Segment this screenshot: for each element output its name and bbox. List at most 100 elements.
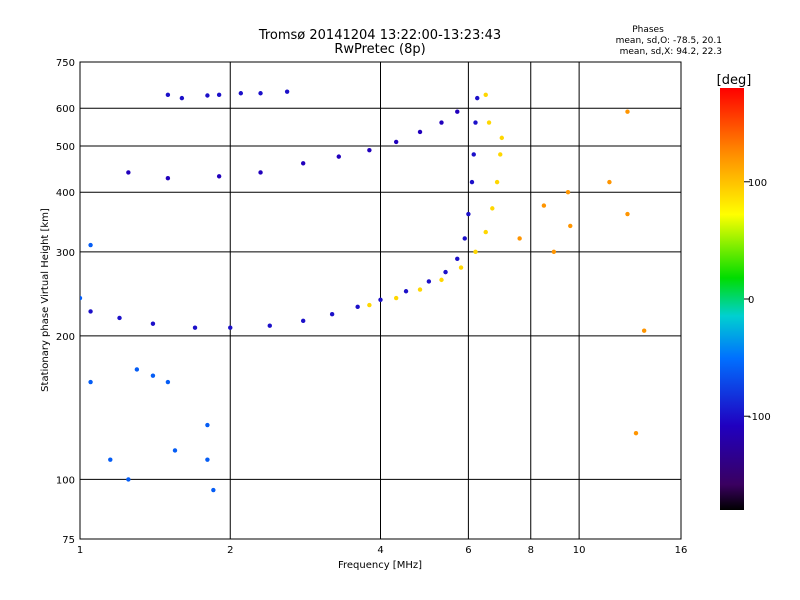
data-point bbox=[172, 448, 178, 453]
data-point bbox=[355, 304, 360, 310]
x-tick-label: 4 bbox=[377, 545, 383, 556]
data-point bbox=[165, 92, 171, 98]
data-point bbox=[439, 277, 444, 283]
data-point bbox=[417, 287, 423, 292]
colorbar bbox=[720, 88, 744, 510]
colorbar-tick-label: 100 bbox=[748, 178, 767, 189]
colorbar-tick-label: -100 bbox=[748, 412, 771, 423]
x-axis-label: Frequency [MHz] bbox=[338, 560, 422, 571]
phase-stats-x: mean, sd,X: 94.2, 22.3 bbox=[620, 47, 722, 57]
x-axis-ticks: 1 2 4 6 8 10 16 bbox=[77, 545, 688, 556]
data-point bbox=[300, 318, 306, 324]
data-point bbox=[517, 236, 522, 241]
data-point bbox=[469, 179, 475, 185]
data-point bbox=[205, 457, 210, 462]
x-tick-label: 6 bbox=[465, 545, 471, 556]
data-point bbox=[205, 93, 210, 98]
x-tick-label: 10 bbox=[573, 545, 586, 556]
data-point bbox=[258, 170, 263, 175]
data-points bbox=[80, 89, 647, 493]
data-point bbox=[336, 154, 342, 159]
y-tick-label: 100 bbox=[56, 475, 75, 486]
data-point bbox=[300, 161, 306, 166]
data-point bbox=[633, 430, 639, 436]
data-point bbox=[329, 311, 335, 317]
data-point bbox=[126, 477, 131, 482]
data-point bbox=[551, 249, 557, 255]
data-point bbox=[455, 256, 460, 262]
data-point bbox=[498, 152, 503, 157]
data-point bbox=[483, 229, 488, 235]
colorbar-tick-label: 0 bbox=[748, 295, 754, 306]
data-point bbox=[641, 328, 647, 333]
data-point bbox=[541, 203, 547, 208]
data-point bbox=[607, 179, 612, 185]
data-point bbox=[458, 265, 464, 270]
data-point bbox=[205, 422, 210, 428]
data-point bbox=[625, 109, 630, 114]
data-point bbox=[165, 176, 171, 181]
y-tick-label: 300 bbox=[56, 248, 75, 259]
data-point bbox=[258, 91, 263, 96]
data-point bbox=[88, 242, 93, 248]
data-point bbox=[88, 379, 93, 385]
y-tick-label: 400 bbox=[56, 188, 75, 199]
data-point bbox=[417, 129, 423, 135]
x-tick-label: 8 bbox=[528, 545, 534, 556]
y-tick-label: 750 bbox=[56, 58, 75, 69]
data-point bbox=[486, 120, 492, 125]
data-point bbox=[108, 457, 113, 462]
data-point bbox=[439, 120, 444, 125]
data-point bbox=[393, 295, 399, 301]
y-tick-label: 600 bbox=[56, 104, 75, 115]
colorbar-label: [deg] bbox=[717, 73, 752, 88]
data-point bbox=[134, 367, 140, 372]
data-point bbox=[216, 174, 222, 179]
data-point bbox=[443, 269, 448, 275]
data-point bbox=[192, 325, 198, 330]
data-point bbox=[367, 302, 372, 308]
y-tick-label: 500 bbox=[56, 142, 75, 153]
data-point bbox=[455, 109, 460, 114]
data-point bbox=[462, 236, 467, 241]
x-tick-label: 2 bbox=[227, 545, 233, 556]
data-point bbox=[228, 325, 233, 330]
data-point bbox=[88, 309, 93, 314]
x-tick-label: 1 bbox=[77, 545, 83, 556]
data-point bbox=[403, 289, 409, 294]
data-point bbox=[499, 135, 505, 141]
data-point bbox=[150, 373, 156, 378]
data-point bbox=[568, 223, 573, 229]
colorbar-ticks: 100 0 -100 bbox=[744, 178, 771, 423]
data-point bbox=[473, 120, 478, 125]
data-point bbox=[378, 297, 383, 302]
data-point bbox=[238, 91, 244, 96]
y-axis-ticks: 75 100 200 300 400 500 600 750 bbox=[56, 58, 75, 546]
data-point bbox=[565, 190, 571, 195]
chart-title: Tromsø 20141204 13:22:00-13:23:43 bbox=[258, 28, 501, 43]
data-point bbox=[494, 179, 500, 185]
phase-stats-header: Phases bbox=[632, 25, 664, 35]
x-tick-label: 16 bbox=[675, 545, 688, 556]
data-point bbox=[426, 279, 432, 284]
data-point bbox=[473, 249, 478, 255]
y-tick-label: 75 bbox=[62, 535, 75, 546]
data-point bbox=[267, 323, 272, 328]
y-axis-label: Stationary phase Virtual Height [km] bbox=[40, 208, 51, 392]
data-point bbox=[126, 170, 131, 175]
data-point bbox=[284, 89, 290, 94]
data-point bbox=[150, 321, 156, 326]
data-point bbox=[475, 95, 480, 101]
data-point bbox=[80, 295, 83, 301]
data-point bbox=[471, 152, 476, 157]
data-point bbox=[483, 92, 488, 98]
data-point bbox=[625, 211, 630, 217]
data-point bbox=[216, 92, 222, 98]
chart-subtitle: RwPretec (8p) bbox=[334, 42, 425, 57]
y-tick-label: 200 bbox=[56, 332, 75, 343]
data-point bbox=[165, 379, 171, 385]
data-point bbox=[393, 139, 399, 145]
data-point bbox=[117, 315, 122, 321]
data-point bbox=[490, 206, 495, 211]
